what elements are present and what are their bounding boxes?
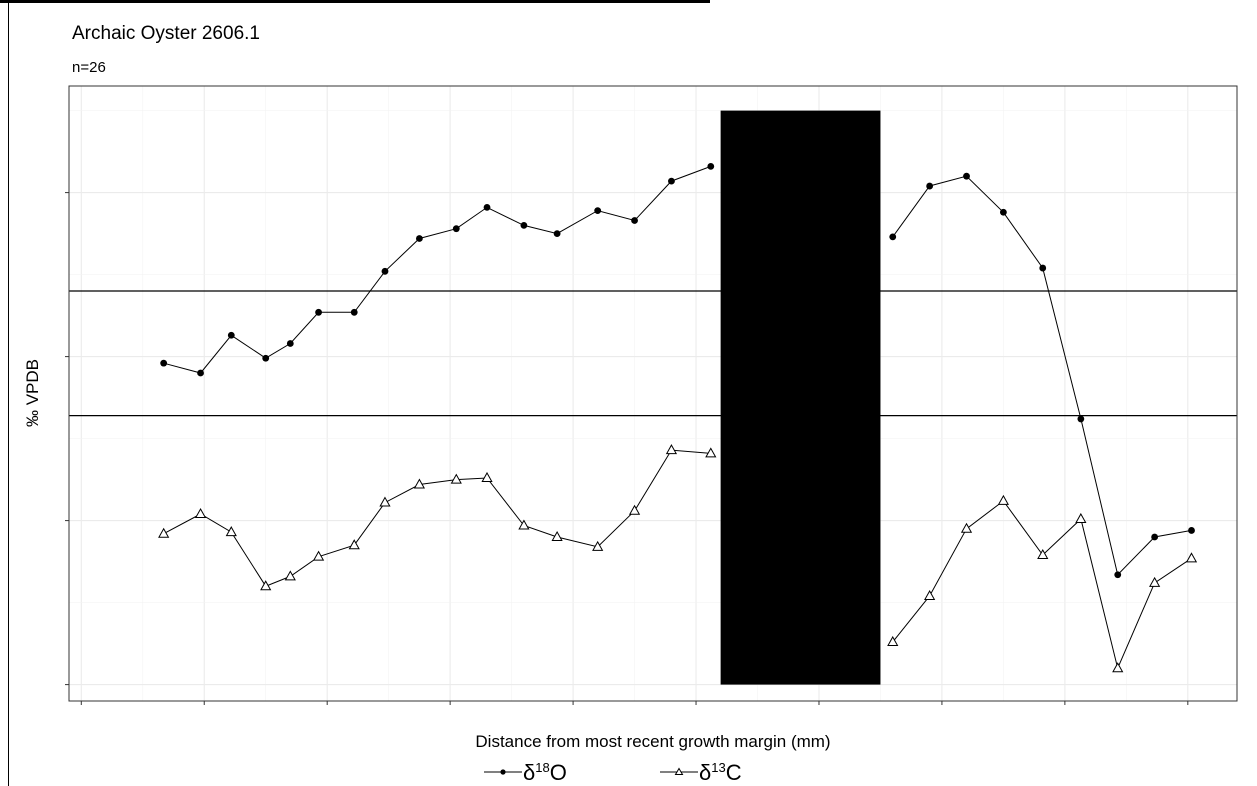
data-point: [997, 494, 1010, 505]
legend-marker: [500, 769, 506, 775]
legend-label: δ13C: [699, 760, 742, 785]
y-axis-ticks: [65, 192, 69, 686]
data-point: [315, 308, 322, 316]
data-point: [452, 225, 460, 233]
legend-key-d18o: δ18O: [484, 760, 567, 785]
data-point: [887, 635, 899, 646]
data-point: [197, 369, 204, 377]
data-point: [227, 331, 235, 339]
legend-label-element: O: [550, 760, 567, 785]
data-point: [707, 162, 715, 170]
data-point: [668, 177, 675, 185]
data-point: [889, 233, 897, 241]
series-line: [892, 500, 1192, 670]
data-point: [665, 444, 678, 455]
data-point: [284, 570, 296, 581]
data-point: [194, 508, 207, 519]
plot-panel-border: [68, 85, 1238, 702]
data-point: [1075, 512, 1087, 523]
data-point: [413, 478, 426, 489]
data-point: [381, 267, 389, 275]
legend-key-d13c: δ13C: [660, 760, 742, 785]
data-point: [520, 222, 528, 229]
data-point: [628, 504, 641, 515]
data-point: [1151, 533, 1159, 541]
data-series: [158, 162, 1198, 673]
data-point: [483, 203, 491, 211]
data-point: [450, 473, 462, 484]
left-border-line: [8, 0, 9, 786]
legend-marker: [674, 767, 684, 775]
y-axis-title: ‰ VPDB: [23, 359, 42, 427]
data-point: [1037, 549, 1049, 560]
grid-lines: [69, 86, 1237, 701]
data-point: [158, 527, 170, 538]
redaction-block: [720, 110, 881, 685]
data-point: [631, 217, 638, 224]
chart-title: Archaic Oyster 2606.1: [72, 23, 260, 44]
data-point: [286, 340, 294, 347]
series-line: [163, 449, 711, 587]
data-point: [379, 496, 391, 507]
data-point: [160, 359, 168, 367]
data-point: [594, 207, 602, 215]
legend-label: δ18O: [523, 760, 567, 785]
legend-label-isotope-number: 13: [711, 760, 725, 775]
data-point: [551, 530, 563, 541]
x-axis-title: Distance from most recent growth margin …: [475, 732, 830, 751]
data-point: [1039, 264, 1047, 272]
series-d13c: [158, 444, 1198, 673]
x-axis-ticks: [80, 701, 1189, 705]
series-line: [163, 165, 711, 374]
legend: δ18O δ13C: [484, 760, 742, 785]
series-d18o: [160, 162, 1195, 579]
data-point: [1077, 415, 1085, 423]
top-border-line: [0, 0, 710, 3]
chart-subtitle: n=26: [72, 59, 106, 76]
data-point: [960, 522, 973, 533]
reference-lines: [69, 290, 1237, 417]
data-point: [1114, 571, 1122, 579]
data-point: [1000, 208, 1007, 216]
series-line: [892, 175, 1192, 576]
data-point: [518, 519, 530, 530]
legend-label-isotope-number: 18: [535, 760, 549, 775]
data-point: [350, 308, 358, 316]
data-point: [1185, 552, 1198, 563]
data-point: [1149, 576, 1161, 587]
legend-label-symbol: δ: [523, 760, 535, 785]
data-point: [262, 354, 270, 362]
data-point: [553, 230, 561, 238]
data-point: [481, 471, 493, 482]
data-point: [1188, 527, 1195, 534]
data-point: [705, 447, 717, 458]
data-point: [348, 539, 360, 550]
data-point: [924, 590, 936, 601]
data-point: [260, 580, 272, 591]
data-point: [225, 526, 237, 537]
legend-label-element: C: [726, 760, 742, 785]
blocked-region: [720, 110, 881, 685]
data-point: [592, 540, 604, 551]
data-point: [312, 550, 325, 561]
data-point: [926, 182, 934, 190]
legend-label-symbol: δ: [699, 760, 711, 785]
data-point: [416, 235, 423, 242]
data-point: [1112, 662, 1124, 673]
data-point: [963, 172, 970, 180]
